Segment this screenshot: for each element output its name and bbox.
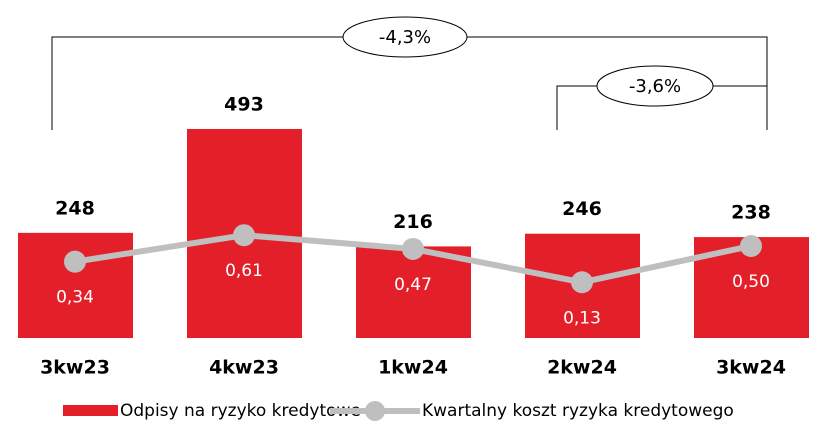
- legend-swatch: [365, 401, 385, 421]
- annotation-bubble: [596, 65, 714, 107]
- bar-value-label: 216: [393, 211, 433, 233]
- line-value-label: 0,34: [56, 288, 94, 308]
- legend-label: Kwartalny koszt ryzyka kredytowego: [422, 401, 734, 421]
- line-value-label: 0,50: [732, 272, 770, 292]
- line-marker: [740, 235, 762, 257]
- bar: [18, 232, 133, 338]
- annotation: -3,6%: [629, 76, 681, 97]
- x-tick-label: 2kw24: [547, 357, 617, 379]
- line-marker: [402, 237, 424, 260]
- line-marker: [64, 250, 86, 273]
- bar-value-label: 493: [224, 93, 264, 115]
- annotation-bubble: [342, 16, 468, 58]
- x-tick-label: 3kw24: [716, 357, 786, 379]
- x-tick-label: 1kw24: [378, 357, 448, 379]
- bar-value-label: 246: [562, 198, 602, 220]
- bar-value-label: 238: [731, 202, 771, 224]
- line-value-label: 0,47: [394, 275, 432, 295]
- annotation: -4,3%: [379, 27, 431, 48]
- x-tick-label: 3kw23: [40, 357, 110, 379]
- x-tick-label: 4kw23: [209, 357, 279, 379]
- line-marker: [233, 224, 255, 247]
- bar: [356, 246, 471, 338]
- bar-value-label: 248: [55, 197, 95, 219]
- line-marker: [571, 271, 593, 294]
- legend-swatch: [63, 405, 118, 416]
- line-value-label: 0,13: [563, 308, 601, 328]
- legend-label: Odpisy na ryzyko kredytowe: [120, 401, 361, 421]
- line-value-label: 0,61: [225, 261, 263, 281]
